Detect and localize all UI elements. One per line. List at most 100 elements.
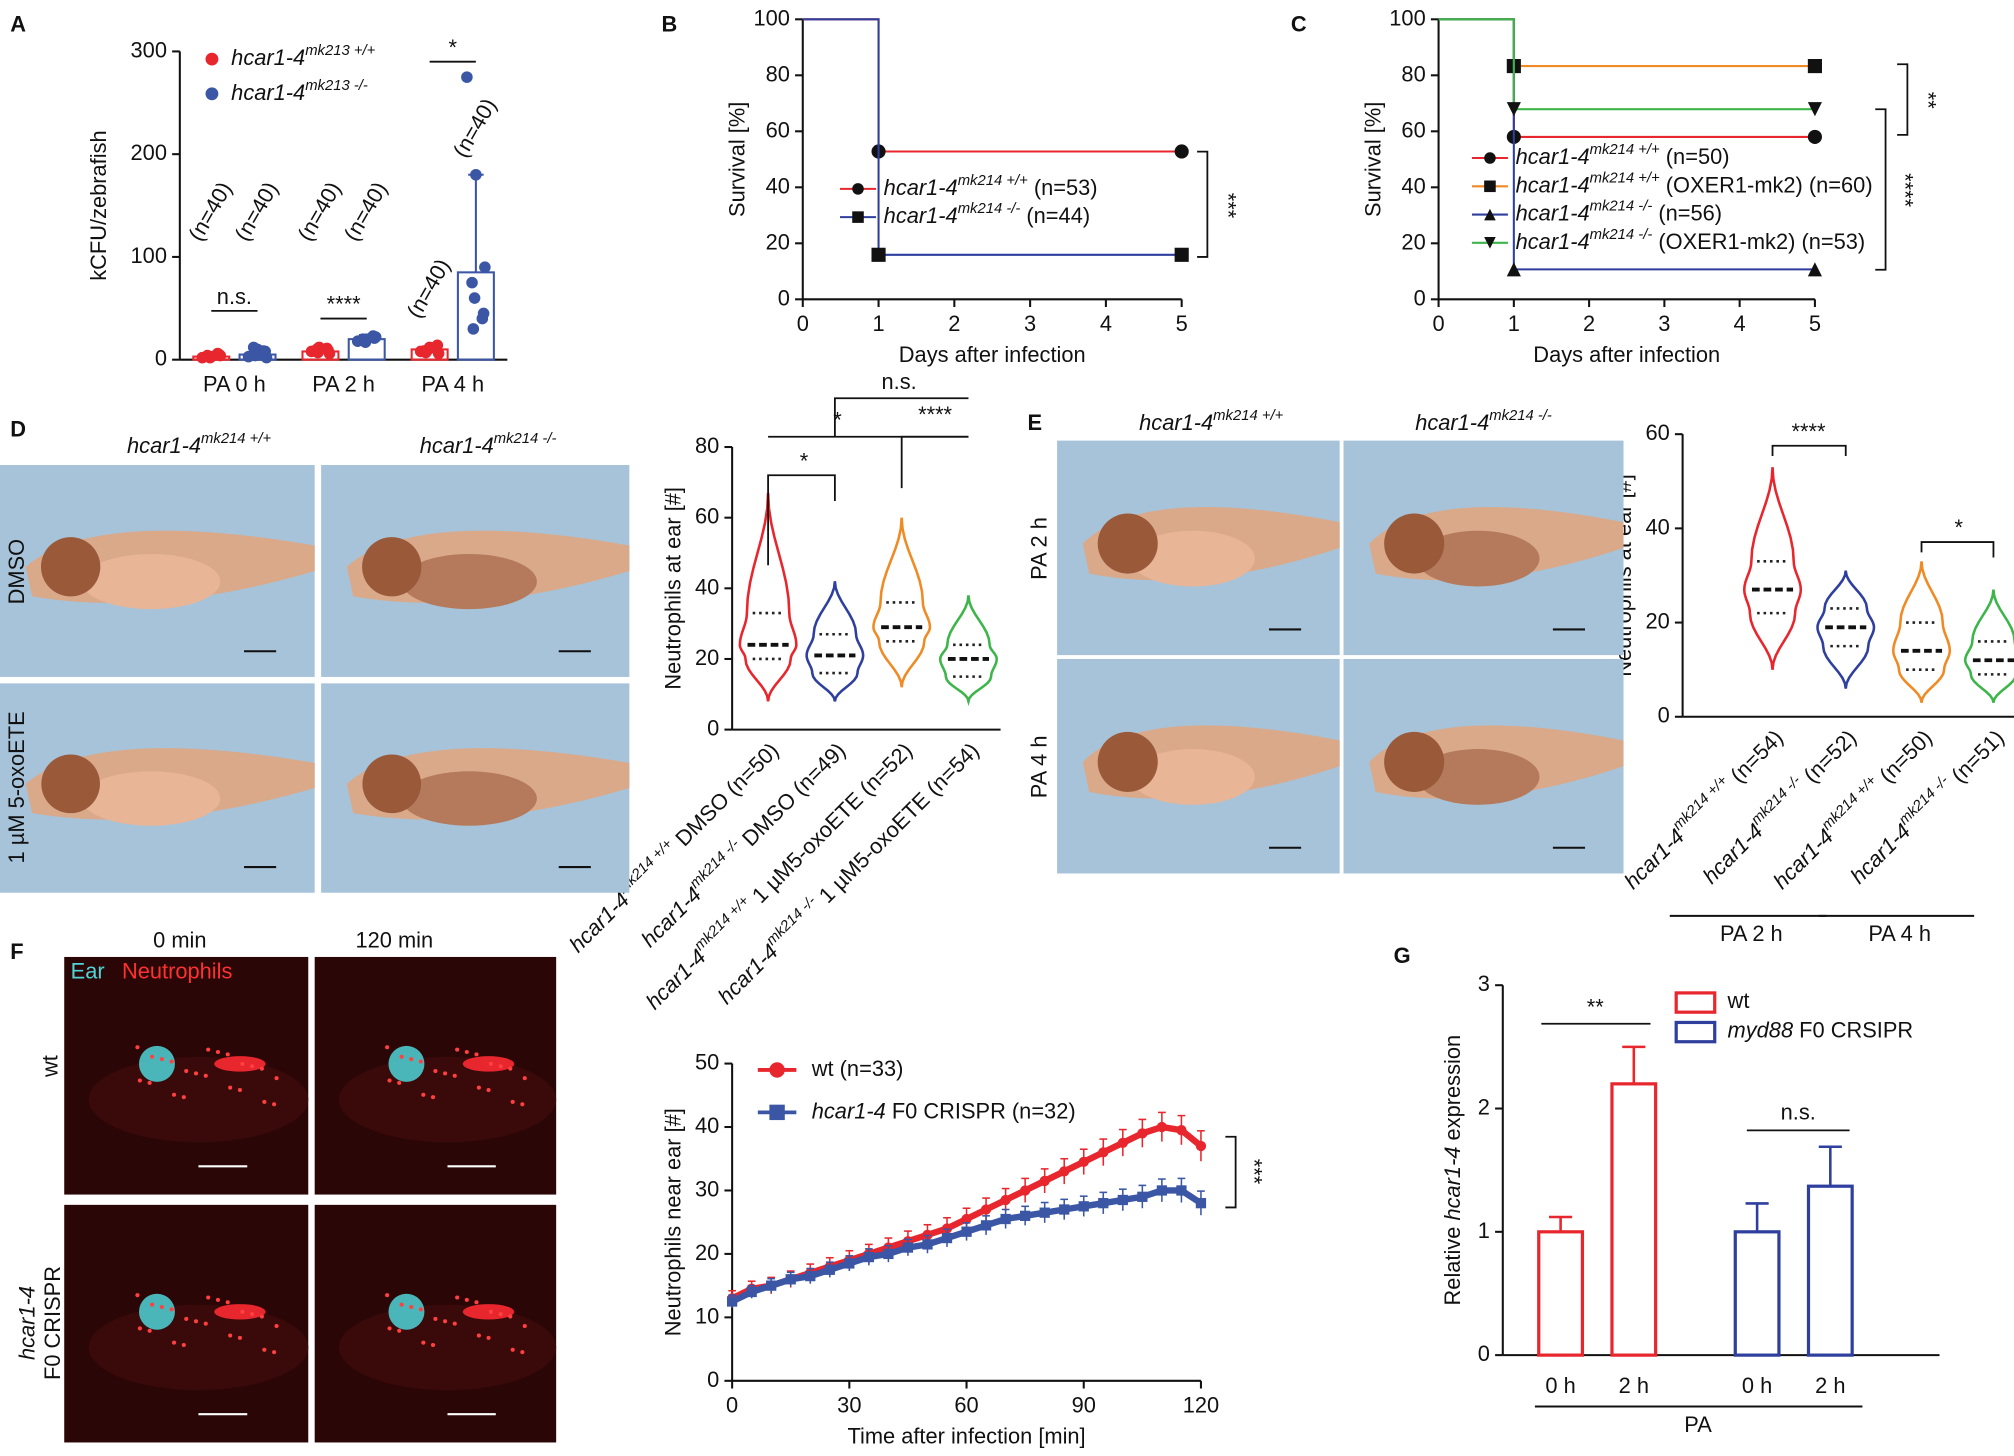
panel-letter: E (1028, 410, 1043, 435)
photo-detail (138, 1293, 175, 1330)
label-part: mk214 +/+ (1213, 408, 1283, 424)
marker (805, 1270, 816, 1282)
label-part: mk214 -/- (1590, 198, 1653, 214)
photo-detail (206, 1047, 211, 1052)
x-tick-label: 1 (1508, 311, 1520, 336)
photo-detail (433, 1068, 438, 1074)
photo-detail (418, 1059, 423, 1064)
label-part: (n=51) (1942, 725, 2009, 792)
label-part: 80 (695, 433, 719, 458)
label-part: PA 4 h (421, 371, 484, 396)
label-part: 0 h (1545, 1373, 1575, 1398)
photo-detail (508, 1314, 513, 1319)
label-part: 3 (1478, 971, 1490, 996)
bracket (1225, 1135, 1237, 1209)
legend-marker (1484, 180, 1496, 193)
label-part: 4 (1734, 311, 1746, 336)
marker (871, 247, 886, 262)
photo-detail (250, 1064, 255, 1069)
label-part: mk214 -/- (1896, 773, 1952, 829)
label-part: (OXER1-mk2) (n=60) (1660, 172, 1873, 197)
dot (357, 333, 369, 345)
dot (420, 346, 432, 359)
photo-detail (274, 1323, 279, 1329)
significance: **** (918, 402, 952, 427)
label-part: Days after infection (1533, 342, 1720, 367)
label-part: hcar1-4 (1139, 410, 1213, 435)
photo-detail (159, 1057, 164, 1062)
marker (1807, 102, 1822, 117)
label-part: hcar1-4 (564, 887, 634, 957)
photo-detail (508, 1066, 513, 1071)
bracket (900, 435, 969, 489)
label-part: mk213 +/+ (305, 43, 375, 59)
photo-detail (387, 1326, 392, 1331)
marker (863, 1251, 875, 1263)
label-part: PA 2 h (312, 371, 375, 396)
label-part: 20 (695, 1240, 719, 1265)
dot (461, 71, 473, 83)
photo-detail (225, 1300, 230, 1305)
label-part: 80 (1401, 61, 1425, 86)
label-part: 40 (1645, 514, 1669, 539)
photo-detail (488, 1061, 494, 1066)
photo-row-label: 1 µM 5-oxoETE (4, 711, 29, 863)
legend-marker (769, 1104, 785, 1121)
label-part: 0 (155, 345, 167, 370)
x-tick-label: 4 (1100, 311, 1112, 336)
label-part: kCFU/zebrafish (86, 130, 111, 280)
photo-detail (488, 1309, 494, 1314)
y-axis-label: Neutrophils at ear [#] (660, 487, 685, 690)
label-part: 20 (766, 229, 790, 254)
label-part: PA (1684, 1412, 1712, 1437)
photo-detail (81, 554, 221, 610)
overlay-label: Neutrophils (122, 958, 232, 983)
legend-marker (852, 211, 864, 223)
photo-header: hcar1-4mk214 +/+ (1139, 408, 1283, 435)
label-part: * (800, 448, 809, 473)
bracket (767, 474, 836, 566)
y-tick-label: 0 (155, 345, 167, 370)
x-tick-label: 3 (1024, 311, 1036, 336)
label-part: 0 (726, 1392, 738, 1417)
photo-detail (421, 1340, 426, 1345)
label-part: 120 min (355, 927, 433, 952)
photo-row-label: PA 4 h (1026, 736, 1051, 799)
marker (1117, 1137, 1128, 1149)
marker (980, 1204, 992, 1215)
dot (321, 342, 333, 355)
photo-detail (362, 537, 422, 597)
photo-detail (181, 1095, 186, 1100)
label-part: myd88 (1728, 1017, 1794, 1042)
panel-letter: G (1394, 943, 1411, 968)
photo-detail (522, 1076, 527, 1081)
marker (1807, 262, 1822, 277)
photo-detail (401, 771, 537, 826)
y-tick-label: 20 (766, 229, 790, 254)
label-part: hcar1-4 (231, 80, 305, 105)
marker (844, 1258, 855, 1269)
y-tick-label: 2 (1478, 1094, 1490, 1119)
label-part: (OXER1-mk2) (n=53) (1652, 229, 1865, 254)
photo-detail (259, 1066, 264, 1071)
label-part: **** (1791, 419, 1825, 444)
y-tick-label: 80 (1401, 61, 1425, 86)
marker (746, 1286, 757, 1298)
dot (211, 347, 224, 360)
label-part: 40 (695, 1113, 719, 1138)
photo-detail (147, 1080, 152, 1085)
photo-detail (455, 1047, 460, 1052)
photo-detail (510, 1099, 515, 1104)
label-part: **** (1893, 173, 1918, 207)
label-part: 5 (1809, 311, 1821, 336)
panel-letter: F (10, 939, 23, 964)
marker (1506, 262, 1521, 277)
label-part: n.s. (217, 284, 252, 309)
marker (961, 1213, 972, 1225)
label-part: hcar1-4 (1440, 1147, 1465, 1221)
panel-letter: A (10, 11, 26, 36)
photo-detail (240, 1061, 245, 1066)
dot (467, 323, 480, 335)
label-part: PA 0 h (203, 371, 266, 396)
marker (1174, 144, 1189, 159)
